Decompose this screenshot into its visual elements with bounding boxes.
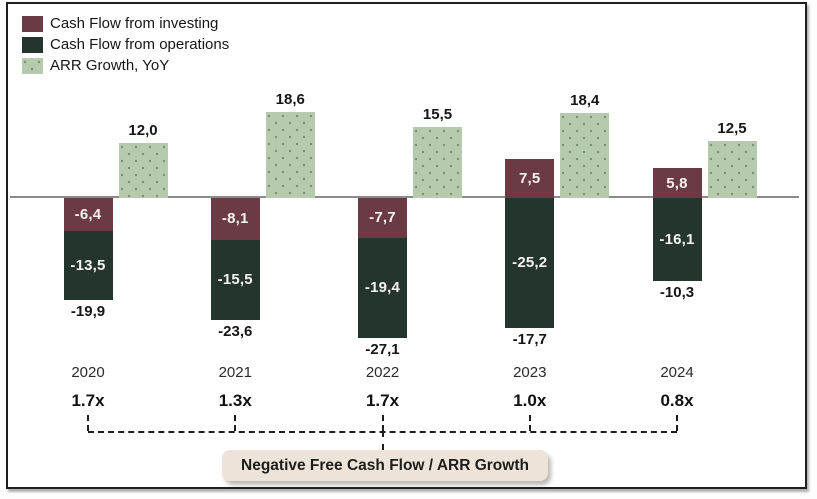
investing-swatch-icon <box>22 15 43 32</box>
bar-operations-2024: -16,1 <box>652 198 702 281</box>
chart-frame: Cash Flow from investing Cash Flow from … <box>6 2 807 489</box>
bar-arr-growth-2021 <box>265 112 315 198</box>
ratio-label-2024: 0.8x <box>660 391 694 410</box>
year-label-2020: 2020 <box>71 364 105 381</box>
legend-item-operations: Cash Flow from operations <box>22 34 229 55</box>
bar-value-operations-2024: -16,1 <box>659 230 695 248</box>
zero-axis-line <box>10 196 799 198</box>
connector-tick-2023 <box>528 415 531 431</box>
bar-investing-2023: 7,5 <box>505 159 555 198</box>
year-label-2021: 2021 <box>218 364 252 381</box>
total-fcf-label-2024: -10,3 <box>659 283 695 301</box>
ratio-label-2021: 1.3x <box>218 391 252 410</box>
bar-value-investing-2022: -7,7 <box>369 209 396 227</box>
operations-swatch-icon <box>22 36 43 53</box>
chart-legend: Cash Flow from investing Cash Flow from … <box>22 13 229 76</box>
bar-arr-growth-2020 <box>118 142 168 198</box>
bar-value-investing-2024: 5,8 <box>666 174 688 192</box>
bar-investing-2021: -8,1 <box>210 198 260 240</box>
bar-value-investing-2021: -8,1 <box>221 210 249 228</box>
arr-growth-swatch-icon <box>22 57 43 74</box>
bar-investing-2024: 5,8 <box>652 168 702 198</box>
legend-label-arr-growth: ARR Growth, YoY <box>50 57 170 74</box>
bar-arr-growth-2023 <box>560 113 610 198</box>
total-fcf-label-2020: -19,9 <box>70 303 106 321</box>
year-label-2023: 2023 <box>513 364 547 381</box>
bar-value-investing-2023: 7,5 <box>519 170 541 188</box>
connector-center-stem <box>381 431 384 450</box>
bar-value-operations-2023: -25,2 <box>512 254 548 272</box>
arr-growth-label-2022: 15,5 <box>422 105 453 123</box>
legend-label-operations: Cash Flow from operations <box>50 36 230 53</box>
ratio-label-2020: 1.7x <box>71 391 105 410</box>
arr-growth-label-2020: 12,0 <box>128 121 158 139</box>
bar-arr-growth-2024 <box>707 140 757 198</box>
arr-growth-label-2023: 18,4 <box>570 92 600 110</box>
annotation-callout-box: Negative Free Cash Flow / ARR Growth <box>222 450 548 481</box>
arr-growth-label-2024: 12,5 <box>717 119 747 137</box>
year-label-2024: 2024 <box>660 364 694 381</box>
bar-value-operations-2020: -13,5 <box>70 257 106 275</box>
legend-label-investing: Cash Flow from investing <box>50 15 219 32</box>
bar-value-operations-2022: -19,4 <box>364 279 401 297</box>
year-label-2022: 2022 <box>365 364 400 381</box>
bar-investing-2022: -7,7 <box>358 198 407 238</box>
bar-investing-2020: -6,4 <box>63 198 113 231</box>
bar-value-investing-2020: -6,4 <box>74 205 102 223</box>
ratio-label-2022: 1.7x <box>365 391 400 410</box>
bar-operations-2023: -25,2 <box>505 198 555 328</box>
bar-operations-2020: -13,5 <box>63 230 113 301</box>
plot-area: -6,4 -13,5 -19,9 12,0 2020 1.7x -8,1 -15,5 -23,6… <box>8 4 805 487</box>
connector-tick-2020 <box>87 415 89 431</box>
bar-value-operations-2021: -15,5 <box>217 271 253 289</box>
total-fcf-label-2023: -17,7 <box>512 330 547 348</box>
legend-item-investing: Cash Flow from investing <box>22 13 229 34</box>
total-fcf-label-2022: -27,1 <box>365 340 400 358</box>
connector-tick-2021 <box>234 415 237 431</box>
connector-tick-2022 <box>381 415 384 431</box>
total-fcf-label-2021: -23,6 <box>218 322 253 340</box>
ratio-label-2023: 1.0x <box>513 391 547 410</box>
connector-tick-2024 <box>676 415 678 431</box>
arr-growth-label-2021: 18,6 <box>275 91 305 109</box>
bar-operations-2021: -15,5 <box>210 239 260 320</box>
bar-operations-2022: -19,4 <box>358 237 407 338</box>
bar-arr-growth-2022 <box>413 126 462 198</box>
legend-item-arr-growth: ARR Growth, YoY <box>22 55 229 76</box>
